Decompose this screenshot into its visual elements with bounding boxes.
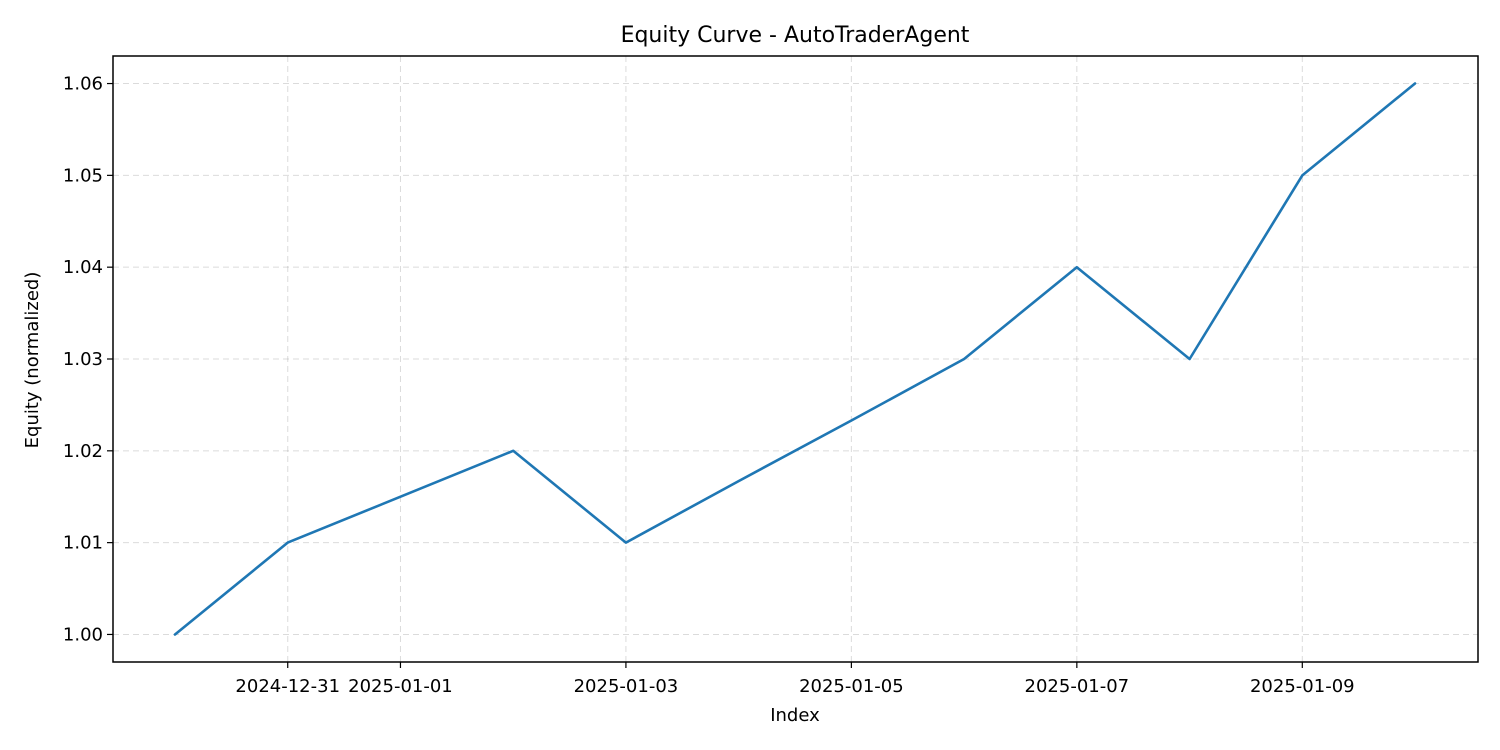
x-tick-label: 2025-01-03 <box>574 676 679 697</box>
chart-title: Equity Curve - AutoTraderAgent <box>621 23 970 48</box>
x-tick-label: 2024-12-31 <box>235 676 340 697</box>
x-tick-label: 2025-01-05 <box>799 676 904 697</box>
x-tick-label: 2025-01-07 <box>1025 676 1130 697</box>
x-tick-label: 2025-01-09 <box>1250 676 1355 697</box>
x-axis-ticks: 2024-12-31 2025-01-01 2025-01-03 2025-01-05… <box>235 662 1355 697</box>
y-tick-label: 1.02 <box>63 441 103 462</box>
y-tick-label: 1.00 <box>63 624 103 645</box>
equity-line <box>173 82 1417 636</box>
y-tick-label: 1.06 <box>63 74 103 95</box>
series-layer <box>173 82 1417 636</box>
y-tick-label: 1.05 <box>63 165 103 186</box>
y-axis-ticks: 1.00 1.01 1.02 1.03 1.04 1.05 1.06 <box>63 74 113 645</box>
y-axis-label: Equity (normalized) <box>22 272 43 449</box>
x-axis-label: Index <box>770 705 820 726</box>
y-tick-label: 1.01 <box>63 533 103 554</box>
y-tick-label: 1.04 <box>63 257 103 278</box>
grid <box>113 56 1478 662</box>
x-tick-label: 2025-01-01 <box>348 676 453 697</box>
y-tick-label: 1.03 <box>63 349 103 370</box>
